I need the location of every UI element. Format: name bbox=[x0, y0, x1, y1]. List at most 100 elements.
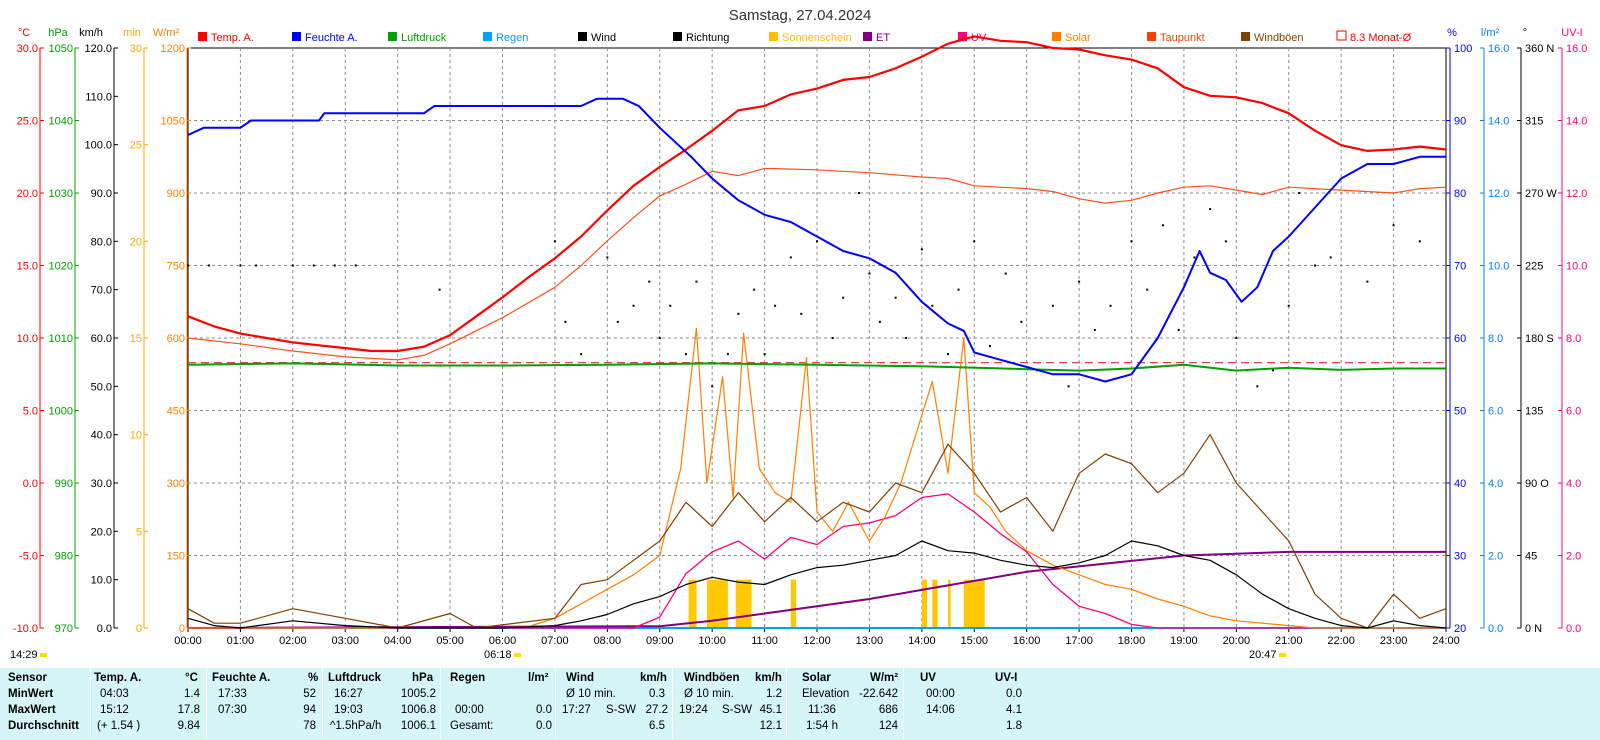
min-gust-label: Ø 10 min. bbox=[684, 688, 734, 700]
header-temp: Temp. A. bbox=[94, 672, 142, 684]
max-rain-time: 00:00 bbox=[455, 704, 484, 716]
y-tick-label: 450 bbox=[167, 406, 185, 418]
max-press-value: 1006.8 bbox=[400, 704, 436, 716]
direction-dot bbox=[1287, 304, 1290, 307]
x-tick-label: 07:00 bbox=[541, 635, 569, 647]
direction-dot bbox=[207, 264, 210, 267]
y-tick-label: 1020 bbox=[49, 261, 73, 273]
y-tick-label: 50.0 bbox=[91, 381, 112, 393]
max-wind-value: 27.2 bbox=[645, 704, 668, 716]
legend-swatch bbox=[863, 32, 872, 41]
y-tick-label: 1050 bbox=[49, 43, 73, 55]
y-tick-label: 1050 bbox=[161, 116, 185, 128]
legend-label: Windböen bbox=[1254, 32, 1304, 44]
y-tick-label: 300 bbox=[167, 478, 185, 490]
divider bbox=[440, 668, 441, 740]
y-tick-label: 25.0 bbox=[17, 116, 38, 128]
y-axis-unit-pressure: hPa bbox=[48, 27, 68, 39]
avg-solar-value: 124 bbox=[878, 720, 898, 732]
statistics-table: Sensor Temp. A. °C Feuchte A. % Luftdruc… bbox=[0, 668, 1600, 740]
direction-dot bbox=[1209, 208, 1212, 211]
direction-dot bbox=[1329, 256, 1332, 259]
y-tick-label: 70 bbox=[1454, 261, 1466, 273]
y-tick-label: 40.0 bbox=[91, 430, 112, 442]
header-sensor: Sensor bbox=[8, 672, 47, 684]
direction-dot bbox=[1235, 337, 1238, 339]
x-tick-label: 13:00 bbox=[856, 635, 884, 647]
legend-label: Regen bbox=[496, 32, 528, 44]
y-tick-label: 1030 bbox=[49, 188, 73, 200]
direction-dot bbox=[354, 264, 357, 267]
direction-dot bbox=[831, 337, 834, 339]
direction-dot bbox=[931, 304, 934, 307]
x-tick-label: 16:00 bbox=[1013, 635, 1041, 647]
stats-max-row: MaxWert 15:12 17.8 07:30 94 19:03 1006.8… bbox=[0, 702, 1030, 718]
chart-title: Samstag, 27.04.2024 bbox=[729, 7, 872, 24]
legend-label: Solar bbox=[1065, 32, 1091, 44]
legend-swatch bbox=[1052, 32, 1061, 41]
row-label-avg: Durchschnitt bbox=[8, 720, 79, 732]
avg-rain-value: 0.0 bbox=[536, 720, 552, 732]
y-tick-label: -10.0 bbox=[13, 623, 38, 635]
min-temp-value: 1.4 bbox=[184, 688, 200, 700]
legend-label: Wind bbox=[591, 32, 616, 44]
header-gust-unit: km/h bbox=[755, 672, 782, 684]
avg-solar-time: 1:54 h bbox=[806, 720, 838, 732]
direction-dot bbox=[816, 240, 818, 243]
x-tick-label: 22:00 bbox=[1327, 635, 1355, 647]
direction-dot bbox=[868, 272, 871, 275]
direction-dot bbox=[878, 320, 881, 323]
direction-dot bbox=[1078, 280, 1081, 283]
y-tick-label: 45 bbox=[1525, 551, 1537, 563]
direction-dot bbox=[1224, 240, 1227, 243]
x-tick-label: 12:00 bbox=[803, 635, 831, 647]
y-tick-label: 10.0 bbox=[91, 575, 112, 587]
header-wind: Wind bbox=[566, 672, 594, 684]
et-line bbox=[187, 550, 1446, 629]
y-axis-unit-rain: l/m² bbox=[1481, 27, 1500, 39]
min-uv-value: 0.0 bbox=[1006, 688, 1022, 700]
sunrise-marker-icon bbox=[513, 653, 521, 658]
y-tick-label: 4.0 bbox=[1488, 478, 1503, 490]
max-wind-direction: S-SW bbox=[606, 704, 637, 716]
y-tick-label: 0.0 bbox=[1488, 623, 1503, 635]
avg-temp-delta: (+ 1.54 ) bbox=[97, 720, 141, 732]
direction-dot bbox=[800, 312, 803, 315]
stats-min-row: MinWert 04:03 1.4 17:33 52 16:27 1005.2 … bbox=[0, 686, 1030, 702]
direction-dot bbox=[1051, 304, 1054, 307]
x-tick-label: 24:00 bbox=[1432, 635, 1460, 647]
sunset-time-note: 20:47 bbox=[1249, 649, 1286, 661]
y-tick-label: 1000 bbox=[49, 406, 73, 418]
header-pressure: Luftdruck bbox=[328, 672, 382, 684]
y-tick-label: 80.0 bbox=[91, 236, 112, 248]
direction-dot bbox=[1130, 240, 1133, 243]
direction-dot bbox=[187, 264, 189, 267]
header-humidity: Feuchte A. bbox=[212, 672, 271, 684]
header-wind-unit: km/h bbox=[640, 672, 667, 684]
min-temp-time: 04:03 bbox=[100, 688, 129, 700]
x-tick-label: 20:00 bbox=[1223, 635, 1251, 647]
max-solar-value: 686 bbox=[878, 704, 898, 716]
direction-dot bbox=[957, 288, 960, 291]
y-tick-label: 30.0 bbox=[91, 478, 112, 490]
max-temp-time: 15:12 bbox=[100, 704, 129, 716]
direction-dot bbox=[1298, 192, 1301, 194]
row-label-max: MaxWert bbox=[8, 704, 56, 716]
direction-dot bbox=[726, 353, 729, 356]
legend-label: ET bbox=[876, 32, 890, 44]
avg-rain-label: Gesamt: bbox=[450, 720, 494, 732]
header-pressure-unit: hPa bbox=[412, 672, 434, 684]
y-tick-label: 20.0 bbox=[91, 526, 112, 538]
direction-dot bbox=[1109, 304, 1112, 307]
max-gust-direction: S-SW bbox=[722, 704, 753, 716]
y-tick-label: 4.0 bbox=[1566, 478, 1581, 490]
y-tick-label: 80 bbox=[1454, 188, 1466, 200]
y-tick-label: 600 bbox=[167, 333, 185, 345]
min-solar-value: -22.642 bbox=[858, 688, 898, 700]
direction-dot bbox=[564, 320, 567, 323]
direction-dot bbox=[737, 312, 740, 315]
direction-dot bbox=[1177, 328, 1180, 331]
max-gust-value: 45.1 bbox=[759, 704, 782, 716]
y-tick-label: 100.0 bbox=[84, 140, 112, 152]
max-uv-value: 4.1 bbox=[1006, 704, 1022, 716]
